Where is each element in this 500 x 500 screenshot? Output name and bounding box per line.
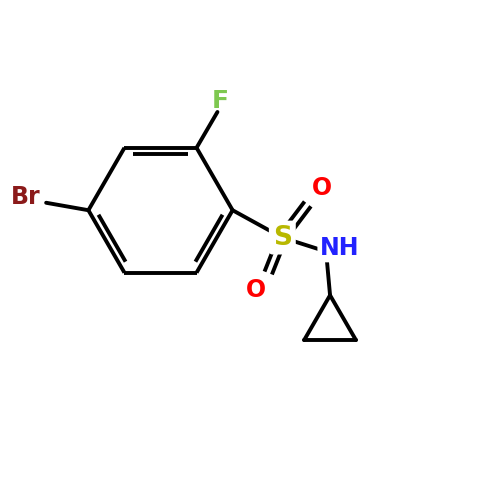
Text: S: S: [273, 224, 292, 250]
Text: F: F: [212, 89, 228, 113]
Text: NH: NH: [320, 236, 360, 260]
Text: Br: Br: [10, 185, 40, 209]
Text: O: O: [246, 278, 266, 302]
Text: O: O: [312, 176, 332, 200]
